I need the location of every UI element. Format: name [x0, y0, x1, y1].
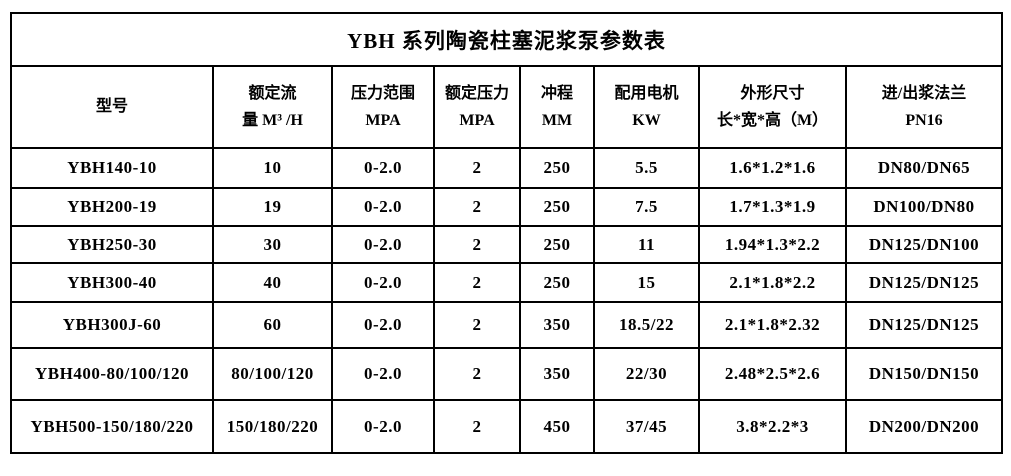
value-cell: 15 [593, 262, 700, 303]
column-header-line: 进/出浆法兰 [881, 84, 967, 102]
table-row: YBH140-10 10 0-2.0 2 250 5.5 1.6*1.2*1.6 DN80/D… [10, 147, 1004, 189]
table-row: YBH500-150/180/220 150/180/220 0-2.0 2 450 37… [10, 399, 1004, 454]
value-cell: 2 [433, 301, 521, 349]
column-header-motor-power: 配用电机 KW [593, 65, 700, 149]
value-cell: 0-2.0 [331, 262, 435, 303]
model-cell: YBH300-40 [10, 262, 214, 303]
column-header-line: 配用电机 [614, 84, 679, 102]
value-cell: 350 [519, 347, 595, 401]
column-header-line: 长*宽*高（M） [716, 112, 829, 129]
value-cell: 0-2.0 [331, 399, 435, 454]
value-cell: 0-2.0 [331, 301, 435, 349]
table-body: YBH140-10 10 0-2.0 2 250 5.5 1.6*1.2*1.6 DN80/D… [10, 147, 1004, 454]
column-header-model: 型号 [10, 65, 214, 149]
table-row: YBH300J-60 60 0-2.0 2 350 18.5/22 2.1*1.8*2.32… [10, 301, 1004, 349]
model-cell: YBH500-150/180/220 [10, 399, 214, 454]
table-row: YBH300-40 40 0-2.0 2 250 15 2.1*1.8*2.2 DN125/D… [10, 262, 1004, 303]
value-cell: 2 [433, 399, 521, 454]
value-cell: 250 [519, 187, 595, 227]
value-cell: 450 [519, 399, 595, 454]
value-cell: 22/30 [593, 347, 700, 401]
value-cell: 2.1*1.8*2.2 [698, 262, 847, 303]
column-header-line: 压力范围 [350, 84, 415, 102]
value-cell: 1.7*1.3*1.9 [698, 187, 847, 227]
table-title: YBH 系列陶瓷柱塞泥浆泵参数表 [9, 12, 1004, 67]
value-cell: 3.8*2.2*3 [698, 399, 847, 454]
column-header-line: 额定流 [248, 84, 297, 102]
value-cell: DN150/DN150 [844, 347, 1004, 401]
table-row: YBH400-80/100/120 80/100/120 0-2.0 2 350 22/3… [10, 347, 1004, 401]
value-cell: 10 [212, 147, 333, 189]
value-cell: 1.6*1.2*1.6 [698, 147, 847, 189]
column-header-line: MM [541, 112, 573, 129]
column-header-rated-flow: 额定流量 M³ /H [212, 65, 333, 149]
model-cell: YBH200-19 [10, 187, 214, 227]
value-cell: 0-2.0 [331, 347, 435, 401]
value-cell: 2 [433, 347, 521, 401]
value-cell: 250 [519, 262, 595, 303]
column-header-dimensions: 外形尺寸长*宽*高（M） [698, 65, 847, 149]
value-cell: 2.1*1.8*2.32 [698, 301, 847, 349]
value-cell: 7.5 [593, 187, 700, 227]
value-cell: DN125/DN125 [844, 262, 1004, 303]
pump-parameter-table: YBH 系列陶瓷柱塞泥浆泵参数表 型号 额定流量 M³ /H 压力范围 MPA 额定压力… [9, 12, 1004, 454]
value-cell: 19 [212, 187, 333, 227]
value-cell: 0-2.0 [331, 225, 435, 264]
value-cell: 0-2.0 [331, 147, 435, 189]
value-cell: 2 [433, 187, 521, 227]
value-cell: DN80/DN65 [844, 147, 1004, 189]
table-row: YBH200-19 19 0-2.0 2 250 7.5 1.7*1.3*1.9 DN100/… [10, 187, 1004, 227]
value-cell: 150/180/220 [212, 399, 333, 454]
model-cell: YBH300J-60 [10, 301, 214, 349]
value-cell: 60 [212, 301, 333, 349]
value-cell: 2.48*2.5*2.6 [698, 347, 847, 401]
table-row: YBH250-30 30 0-2.0 2 250 11 1.94*1.3*2.2 DN125/… [10, 225, 1004, 264]
value-cell: DN100/DN80 [844, 187, 1004, 227]
value-cell: 40 [212, 262, 333, 303]
value-cell: 18.5/22 [593, 301, 700, 349]
value-cell: 1.94*1.3*2.2 [698, 225, 847, 264]
column-header-line: 型号 [95, 98, 128, 116]
model-cell: YBH250-30 [10, 225, 214, 264]
value-cell: 250 [519, 225, 595, 264]
column-header-line: 量 M³ /H [242, 112, 303, 129]
value-cell: 250 [519, 147, 595, 189]
value-cell: 37/45 [593, 399, 700, 454]
value-cell: 30 [212, 225, 333, 264]
value-cell: 2 [433, 147, 521, 189]
value-cell: 350 [519, 301, 595, 349]
value-cell: 0-2.0 [331, 187, 435, 227]
column-header-flange: 进/出浆法兰 PN16 [844, 65, 1004, 149]
title-row: YBH 系列陶瓷柱塞泥浆泵参数表 [9, 12, 1004, 67]
model-cell: YBH400-80/100/120 [10, 347, 214, 401]
value-cell: DN125/DN100 [844, 225, 1004, 264]
value-cell: 2 [433, 225, 521, 264]
column-header-line: 冲程 [540, 84, 573, 102]
value-cell: 11 [593, 225, 700, 264]
column-header-stroke: 冲程 MM [519, 65, 595, 149]
column-header-line: KW [632, 112, 661, 129]
value-cell: 5.5 [593, 147, 700, 189]
header-row: 型号 额定流量 M³ /H 压力范围 MPA 额定压力 MPA 冲程 MM 配用电机 KW 外形尺寸… [10, 65, 1004, 149]
column-header-line: MPA [365, 112, 401, 129]
value-cell: DN125/DN125 [844, 301, 1004, 349]
value-cell: 2 [433, 262, 521, 303]
column-header-rated-pressure: 额定压力 MPA [433, 65, 521, 149]
column-header-line: MPA [459, 112, 495, 129]
value-cell: DN200/DN200 [844, 399, 1004, 454]
column-header-pressure-range: 压力范围 MPA [331, 65, 435, 149]
column-header-line: 额定压力 [444, 84, 509, 102]
model-cell: YBH140-10 [10, 147, 214, 189]
column-header-line: PN16 [905, 112, 943, 129]
value-cell: 80/100/120 [212, 347, 333, 401]
column-header-line: 外形尺寸 [740, 84, 805, 102]
